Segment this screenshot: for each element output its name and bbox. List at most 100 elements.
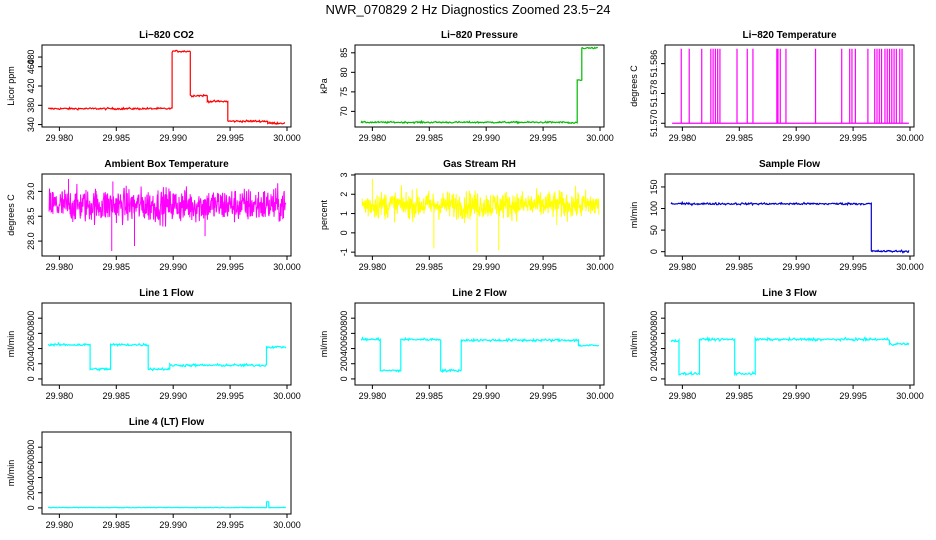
y-tick-label: 200 [26,485,36,500]
y-tick-label: 51.586 [649,50,659,78]
y-tick-label: 1 [339,211,349,216]
panel-title: Ambient Box Temperature [104,159,229,170]
chart-panel-2: Li−820 Pressure kPa 29.980 29.985 29.990 29.9… [319,30,614,143]
x-tick-label: 29.990 [159,520,187,530]
y-tick-label: 85 [339,48,349,58]
y-tick-label: 28.5 [26,207,36,225]
x-tick-label: 29.980 [46,391,74,401]
y-tick-label: 0 [339,230,349,235]
y-tick-label: 50 [649,225,659,235]
x-tick-label: 29.990 [472,262,500,272]
plot-frame [354,44,605,128]
x-tick-label: 29.985 [416,391,444,401]
y-tick-label: 600 [339,326,349,341]
panel-title: Li−820 Pressure [441,30,518,41]
y-tick-label: 28.0 [26,232,36,250]
y-tick-label: 51.578 [649,80,659,108]
x-tick-label: 29.990 [472,391,500,401]
y-tick-label: 2 [339,192,349,197]
chart-panel-9: Line 3 Flow ml/min 29.980 29.985 29.990 29.99… [629,288,924,401]
y-tick-label: 80 [339,67,349,77]
plot-frame [41,431,292,515]
x-tick-label: 29.995 [216,391,244,401]
x-tick-label: 29.985 [726,262,754,272]
y-tick-label: 400 [649,341,659,356]
x-tick-label: 30.000 [273,520,301,530]
plot-frame [664,44,915,128]
y-tick-label: 400 [339,341,349,356]
x-tick-label: 29.995 [839,262,867,272]
x-tick-label: 29.995 [529,391,557,401]
series-line [47,341,287,372]
x-tick-label: 29.985 [726,391,754,401]
x-tick-label: 30.000 [273,391,301,401]
x-tick-label: 29.990 [782,133,810,143]
y-axis-label: kPa [319,78,329,94]
x-tick-label: 29.995 [529,262,557,272]
series-data [360,336,600,374]
series-line [48,501,286,509]
x-tick-label: 29.985 [416,133,444,143]
y-tick-label: -1 [339,248,349,256]
x-tick-label: 29.980 [359,391,387,401]
y-axis-label: percent [319,199,329,230]
y-tick-label: 800 [339,311,349,326]
plot-frame [41,173,292,257]
series-line [360,336,600,374]
y-tick-label: 600 [26,326,36,341]
y-tick-label: 0 [26,505,36,510]
series-data [47,49,286,125]
x-tick-label: 29.990 [782,391,810,401]
x-tick-label: 29.980 [46,133,74,143]
y-tick-label: 0 [649,249,659,254]
series-data [670,200,910,254]
y-axis-label: ml/min [319,331,329,358]
y-axis-label: ml/min [6,460,16,487]
panel-title: Gas Stream RH [443,159,516,170]
y-axis-label: Licor ppm [6,66,16,106]
panel-title: Line 4 (LT) Flow [129,417,205,428]
plot-frame [41,44,292,128]
chart-panel-5: Gas Stream RH percent 29.980 29.985 29.990 29… [319,159,614,272]
y-tick-label: 0 [649,376,659,381]
x-tick-label: 29.990 [159,262,187,272]
series-line [670,336,910,377]
x-tick-label: 29.980 [46,262,74,272]
series-line [361,184,600,223]
panel-title: Line 3 Flow [762,288,817,299]
x-tick-label: 29.995 [216,520,244,530]
x-tick-label: 30.000 [896,133,924,143]
y-tick-label: 460 [26,59,36,74]
y-tick-label: 400 [26,341,36,356]
y-tick-label: 3 [339,172,349,177]
y-axis-label: degrees C [629,65,639,107]
y-tick-label: 200 [339,356,349,371]
x-tick-label: 29.990 [472,133,500,143]
x-tick-label: 29.985 [103,133,131,143]
y-tick-label: 51.570 [649,110,659,138]
series-data [360,46,599,125]
chart-panel-10: Line 4 (LT) Flow ml/min 29.980 29.985 29.990… [6,417,301,530]
y-tick-label: 0 [339,376,349,381]
plot-frame [354,302,605,386]
x-tick-label: 29.995 [529,133,557,143]
figure-title: NWR_070829 2 Hz Diagnostics Zoomed 23.5−… [325,2,610,17]
x-tick-label: 30.000 [586,133,614,143]
y-tick-label: 340 [26,117,36,132]
plot-frame [354,173,605,257]
y-tick-label: 70 [339,106,349,116]
plot-frame [664,302,915,386]
y-tick-label: 400 [26,470,36,485]
x-tick-label: 29.995 [216,262,244,272]
y-tick-label: 100 [649,201,659,216]
x-tick-label: 29.990 [159,133,187,143]
x-tick-label: 29.985 [416,262,444,272]
chart-panel-3: Li−820 Temperature degrees C 29.980 29.985 2… [629,30,924,143]
y-axis-label: degrees C [6,194,16,236]
panel-title: Line 2 Flow [452,288,507,299]
series-line [670,200,910,254]
x-tick-label: 30.000 [586,262,614,272]
y-tick-label: 600 [26,455,36,470]
chart-panel-4: Ambient Box Temperature degrees C 29.980 29… [6,159,301,272]
y-tick-label: 29.0 [26,183,36,201]
